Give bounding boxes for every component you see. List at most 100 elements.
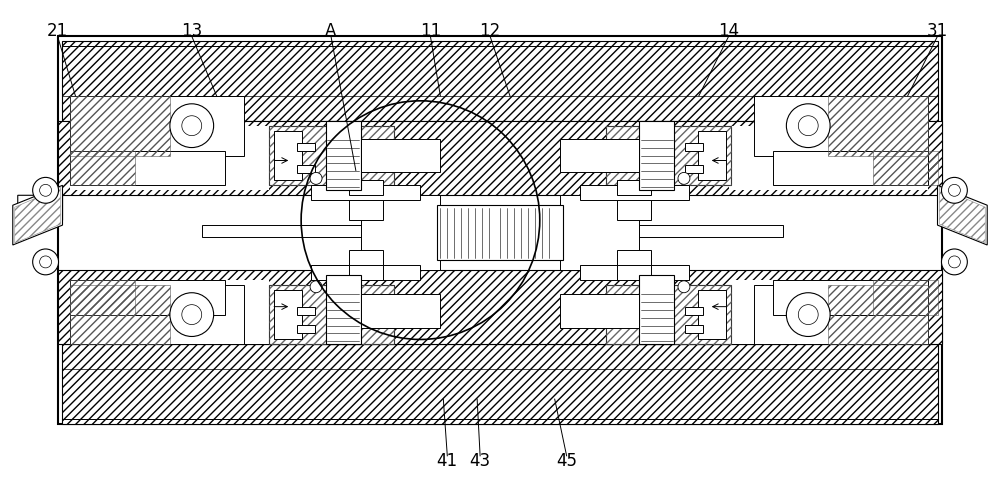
Bar xyxy=(58,270,942,344)
Bar xyxy=(606,125,731,185)
Bar xyxy=(349,180,383,196)
Bar xyxy=(828,285,928,344)
Circle shape xyxy=(786,293,830,337)
Bar xyxy=(326,121,361,190)
Bar xyxy=(70,280,135,315)
Bar xyxy=(639,121,674,190)
Bar xyxy=(873,150,938,185)
Bar xyxy=(606,125,731,185)
Circle shape xyxy=(678,172,690,184)
Text: A: A xyxy=(325,22,337,40)
Bar xyxy=(617,200,651,220)
Circle shape xyxy=(948,184,960,196)
Bar xyxy=(685,166,703,173)
Bar xyxy=(274,131,302,180)
Circle shape xyxy=(798,116,818,136)
Bar xyxy=(70,280,225,315)
Bar xyxy=(311,265,420,280)
Bar xyxy=(70,285,170,344)
Bar xyxy=(70,150,135,185)
Bar xyxy=(685,143,703,150)
Circle shape xyxy=(33,177,59,203)
Bar xyxy=(617,260,651,280)
Bar xyxy=(202,225,361,237)
Bar xyxy=(297,166,315,173)
Text: 41: 41 xyxy=(437,452,458,470)
Bar xyxy=(361,139,440,172)
Bar xyxy=(729,125,928,190)
Bar xyxy=(70,125,269,190)
Bar xyxy=(70,150,225,185)
Bar xyxy=(437,205,563,260)
Polygon shape xyxy=(18,196,62,240)
Bar xyxy=(685,307,703,315)
Bar xyxy=(274,290,302,340)
Bar xyxy=(349,200,383,220)
Bar xyxy=(617,180,651,196)
Bar xyxy=(698,131,726,180)
Circle shape xyxy=(182,305,202,324)
Circle shape xyxy=(310,281,322,293)
Text: 31: 31 xyxy=(927,22,948,40)
Bar xyxy=(773,280,928,315)
Circle shape xyxy=(798,305,818,324)
Bar xyxy=(754,96,928,155)
Bar xyxy=(639,225,783,237)
Bar xyxy=(361,196,440,270)
Bar xyxy=(70,280,269,344)
Bar xyxy=(58,121,942,196)
Text: 12: 12 xyxy=(479,22,501,40)
Circle shape xyxy=(786,104,830,147)
Bar xyxy=(311,185,420,200)
Bar xyxy=(297,307,315,315)
Text: 11: 11 xyxy=(420,22,441,40)
Bar xyxy=(70,96,244,155)
Circle shape xyxy=(40,184,52,196)
Text: 43: 43 xyxy=(470,452,491,470)
Circle shape xyxy=(170,293,214,337)
Circle shape xyxy=(170,104,214,147)
Bar xyxy=(361,294,440,327)
Circle shape xyxy=(941,177,967,203)
Bar xyxy=(754,285,928,344)
Bar xyxy=(685,324,703,333)
Bar xyxy=(58,36,942,424)
Bar xyxy=(606,285,731,344)
Bar xyxy=(828,96,928,155)
Bar xyxy=(269,125,394,185)
Polygon shape xyxy=(938,185,987,245)
Bar xyxy=(773,150,928,185)
Text: 13: 13 xyxy=(181,22,202,40)
Bar xyxy=(639,275,674,344)
Bar xyxy=(560,196,639,270)
Polygon shape xyxy=(13,185,62,245)
Bar xyxy=(269,125,394,185)
Bar xyxy=(873,280,938,315)
Bar xyxy=(297,143,315,150)
Bar xyxy=(606,285,731,344)
Circle shape xyxy=(948,256,960,268)
Bar xyxy=(269,285,394,344)
Bar xyxy=(560,139,639,172)
Bar xyxy=(70,285,244,344)
Circle shape xyxy=(182,116,202,136)
Text: 14: 14 xyxy=(718,22,739,40)
Circle shape xyxy=(678,281,690,293)
Bar xyxy=(617,250,651,265)
Bar xyxy=(580,265,689,280)
Circle shape xyxy=(40,256,52,268)
Bar xyxy=(349,250,383,265)
Text: 45: 45 xyxy=(556,452,577,470)
Bar xyxy=(62,344,938,424)
Bar xyxy=(297,324,315,333)
Circle shape xyxy=(33,249,59,275)
Circle shape xyxy=(941,249,967,275)
Bar xyxy=(349,260,383,280)
Bar xyxy=(269,285,394,344)
Circle shape xyxy=(310,172,322,184)
Bar xyxy=(326,275,361,344)
Text: 21: 21 xyxy=(47,22,68,40)
Bar xyxy=(729,280,928,344)
Bar xyxy=(560,294,639,327)
Bar xyxy=(70,96,170,155)
